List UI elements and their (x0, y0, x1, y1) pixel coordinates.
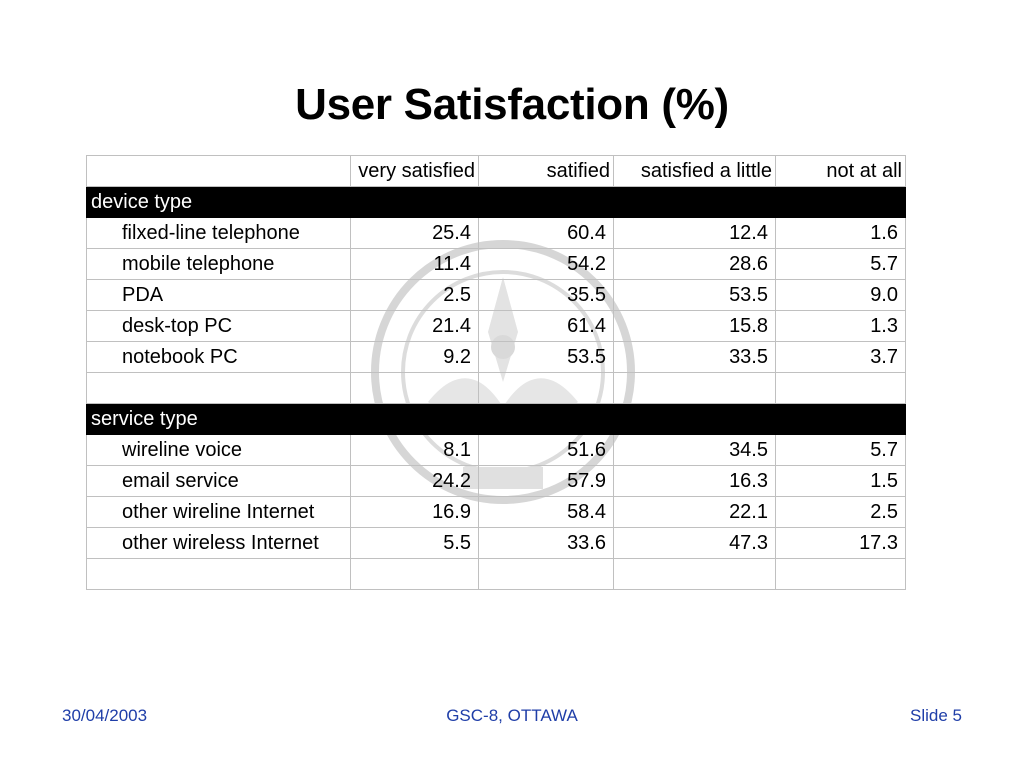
empty-row (86, 372, 906, 404)
table-cell: 12.4 (613, 217, 776, 249)
table-cell: 16.9 (350, 496, 479, 528)
table-cell: 9.2 (350, 341, 479, 373)
table-cell: 60.4 (478, 217, 614, 249)
table-header-row: very satisfied satified satisfied a litt… (86, 155, 906, 187)
table-cell: 2.5 (775, 496, 906, 528)
table-cell: 5.7 (775, 248, 906, 280)
empty-row (86, 558, 906, 590)
table-cell: 51.6 (478, 434, 614, 466)
column-header: not at all (775, 155, 906, 187)
table-cell: 2.5 (350, 279, 479, 311)
table-cell: 21.4 (350, 310, 479, 342)
section-header: device type (86, 186, 906, 218)
row-label: filxed-line telephone (86, 217, 351, 249)
table-cell: 61.4 (478, 310, 614, 342)
table-row: wireline voice 8.1 51.6 34.5 5.7 (86, 434, 906, 466)
table-cell: 57.9 (478, 465, 614, 497)
column-header: very satisfied (350, 155, 479, 187)
table-cell: 5.7 (775, 434, 906, 466)
table-cell: 35.5 (478, 279, 614, 311)
table-cell: 47.3 (613, 527, 776, 559)
row-label: email service (86, 465, 351, 497)
section-header-row: service type (86, 403, 906, 435)
table-cell: 16.3 (613, 465, 776, 497)
table-cell: 33.6 (478, 527, 614, 559)
row-label: desk-top PC (86, 310, 351, 342)
table-cell: 25.4 (350, 217, 479, 249)
table-row: mobile telephone 11.4 54.2 28.6 5.7 (86, 248, 906, 280)
table-cell: 1.3 (775, 310, 906, 342)
table-cell: 1.5 (775, 465, 906, 497)
table-cell: 8.1 (350, 434, 479, 466)
table-cell: 54.2 (478, 248, 614, 280)
slide-title: User Satisfaction (%) (295, 80, 729, 129)
table-cell: 3.7 (775, 341, 906, 373)
table-row: email service 24.2 57.9 16.3 1.5 (86, 465, 906, 497)
table-cell: 28.6 (613, 248, 776, 280)
table-cell: 15.8 (613, 310, 776, 342)
table-cell: 5.5 (350, 527, 479, 559)
footer-date: 30/04/2003 (62, 706, 148, 725)
table-cell: 58.4 (478, 496, 614, 528)
table-row: other wireless Internet 5.5 33.6 47.3 17… (86, 527, 906, 559)
table-row: filxed-line telephone 25.4 60.4 12.4 1.6 (86, 217, 906, 249)
table-cell: 22.1 (613, 496, 776, 528)
row-label: notebook PC (86, 341, 351, 373)
table-row: notebook PC 9.2 53.5 33.5 3.7 (86, 341, 906, 373)
table-cell: 33.5 (613, 341, 776, 373)
table-cell: 1.6 (775, 217, 906, 249)
section-header-row: device type (86, 186, 906, 218)
footer-event: GSC-8, OTTAWA (446, 706, 578, 725)
satisfaction-table: very satisfied satified satisfied a litt… (86, 155, 906, 590)
table-cell: 24.2 (350, 465, 479, 497)
table-row: desk-top PC 21.4 61.4 15.8 1.3 (86, 310, 906, 342)
row-label: wireline voice (86, 434, 351, 466)
table-cell: 53.5 (478, 341, 614, 373)
table-cell: 53.5 (613, 279, 776, 311)
column-header: satified (478, 155, 614, 187)
table-row: other wireline Internet 16.9 58.4 22.1 2… (86, 496, 906, 528)
column-header: satisfied a little (613, 155, 776, 187)
table-cell: 11.4 (350, 248, 479, 280)
row-label: PDA (86, 279, 351, 311)
table-cell: 9.0 (775, 279, 906, 311)
row-label: other wireless Internet (86, 527, 351, 559)
table-row: PDA 2.5 35.5 53.5 9.0 (86, 279, 906, 311)
row-label: mobile telephone (86, 248, 351, 280)
table-cell: 17.3 (775, 527, 906, 559)
table-cell: 34.5 (613, 434, 776, 466)
footer-slide-number: Slide 5 (910, 706, 962, 725)
row-label: other wireline Internet (86, 496, 351, 528)
header-blank-cell (86, 155, 351, 187)
section-header: service type (86, 403, 906, 435)
